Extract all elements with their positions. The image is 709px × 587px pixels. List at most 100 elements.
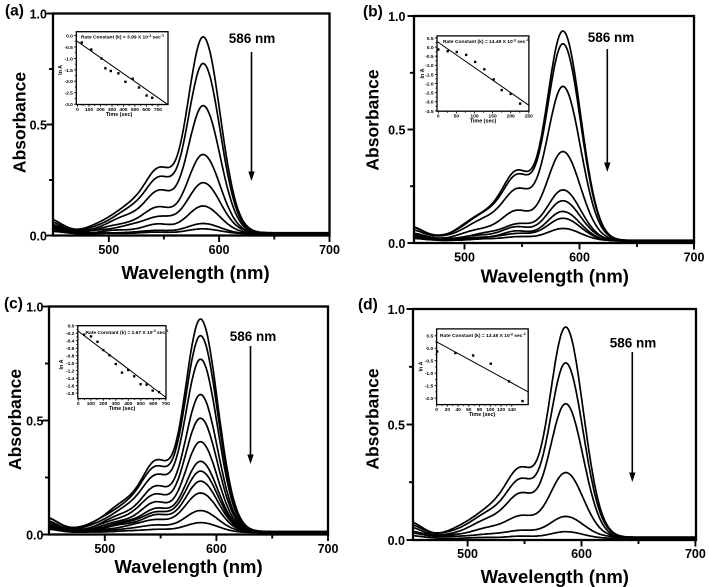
svg-text:250: 250: [525, 114, 533, 120]
svg-text:Wavelength (nm): Wavelength (nm): [114, 556, 262, 577]
svg-text:300: 300: [108, 107, 116, 113]
svg-text:1.0: 1.0: [26, 301, 43, 315]
svg-text:Rate Constant (k) = 13.45 X 10: Rate Constant (k) = 13.45 X 10-3 sec-1: [440, 332, 526, 339]
svg-text:100: 100: [87, 401, 95, 407]
svg-text:-0.5: -0.5: [425, 54, 434, 60]
svg-text:0: 0: [76, 107, 79, 113]
svg-text:300: 300: [112, 401, 120, 407]
svg-text:200: 200: [99, 401, 107, 407]
svg-text:0.5: 0.5: [30, 119, 47, 133]
svg-text:600: 600: [569, 251, 590, 265]
svg-text:Wavelength (nm): Wavelength (nm): [481, 266, 629, 287]
svg-text:500: 500: [131, 107, 139, 113]
svg-text:0.0: 0.0: [388, 534, 405, 548]
svg-text:700: 700: [685, 547, 706, 561]
svg-text:-1.0: -1.0: [425, 63, 434, 69]
svg-text:-3.0: -3.0: [64, 102, 73, 108]
svg-text:600: 600: [142, 107, 150, 113]
svg-text:0: 0: [77, 401, 80, 407]
svg-text:500: 500: [457, 547, 478, 561]
svg-text:Absorbance: Absorbance: [363, 368, 383, 469]
svg-text:-1.0: -1.0: [64, 56, 73, 62]
svg-text:Wavelength (nm): Wavelength (nm): [121, 262, 269, 283]
svg-text:0.0: 0.0: [66, 34, 73, 40]
svg-text:0.0: 0.0: [426, 346, 433, 352]
svg-text:586 nm: 586 nm: [229, 31, 276, 46]
svg-text:-2.0: -2.0: [64, 79, 73, 85]
svg-text:586 nm: 586 nm: [230, 329, 277, 344]
svg-text:400: 400: [124, 401, 132, 407]
svg-text:20: 20: [445, 407, 451, 413]
svg-text:0.5: 0.5: [388, 419, 405, 433]
svg-text:-0.2: -0.2: [66, 331, 75, 337]
svg-text:-1.2: -1.2: [66, 369, 75, 375]
svg-text:-0.5: -0.5: [64, 45, 73, 51]
svg-text:80: 80: [477, 407, 483, 413]
svg-text:-0.4: -0.4: [66, 339, 75, 345]
svg-text:0: 0: [435, 407, 438, 413]
svg-text:-2.0: -2.0: [425, 396, 434, 402]
svg-text:40: 40: [455, 407, 461, 413]
svg-text:Time (sec): Time (sec): [109, 406, 136, 412]
svg-text:100: 100: [470, 114, 478, 120]
svg-text:500: 500: [94, 542, 115, 556]
svg-text:1.0: 1.0: [388, 303, 405, 317]
svg-text:600: 600: [209, 243, 230, 257]
svg-text:-2.5: -2.5: [425, 91, 434, 97]
svg-text:-2.5: -2.5: [64, 91, 73, 97]
svg-text:-1.5: -1.5: [425, 72, 434, 78]
svg-text:0.0: 0.0: [427, 45, 434, 51]
svg-text:-1.5: -1.5: [425, 384, 434, 390]
svg-text:50: 50: [454, 114, 460, 120]
svg-text:600: 600: [149, 401, 157, 407]
svg-text:Absorbance: Absorbance: [363, 69, 383, 170]
svg-text:500: 500: [454, 251, 475, 265]
svg-text:700: 700: [154, 107, 162, 113]
svg-text:-1.8: -1.8: [66, 391, 75, 397]
svg-text:1.0: 1.0: [388, 10, 405, 24]
svg-text:-3.0: -3.0: [425, 100, 434, 106]
svg-text:500: 500: [137, 401, 145, 407]
svg-text:0.5: 0.5: [427, 36, 434, 42]
svg-text:-0.6: -0.6: [66, 346, 75, 352]
svg-text:-0.5: -0.5: [425, 359, 434, 365]
svg-text:0.0: 0.0: [26, 529, 43, 543]
svg-text:-1.4: -1.4: [66, 376, 75, 382]
svg-text:140: 140: [508, 407, 516, 413]
svg-text:600: 600: [571, 547, 592, 561]
svg-text:700: 700: [162, 401, 170, 407]
svg-text:400: 400: [119, 107, 127, 113]
svg-text:ln A: ln A: [58, 65, 64, 75]
svg-text:-0.8: -0.8: [66, 354, 75, 360]
svg-text:0.0: 0.0: [68, 324, 75, 330]
svg-text:100: 100: [85, 107, 93, 113]
svg-text:Rate Constant (k) = 3.99 X 10-: Rate Constant (k) = 3.99 X 10-3 sec-1: [81, 34, 164, 41]
svg-text:150: 150: [489, 114, 497, 120]
svg-text:100: 100: [486, 407, 494, 413]
svg-text:(d): (d): [358, 297, 378, 314]
svg-text:(b): (b): [363, 4, 383, 21]
svg-text:600: 600: [206, 542, 227, 556]
svg-text:(c): (c): [4, 296, 23, 313]
svg-text:(a): (a): [5, 3, 24, 20]
svg-text:ln A: ln A: [419, 361, 425, 371]
svg-text:Rate Constant (k) = 2.67 X 10-: Rate Constant (k) = 2.67 X 10-3 sec-1: [86, 329, 169, 336]
svg-text:200: 200: [96, 107, 104, 113]
svg-text:ln A: ln A: [420, 68, 426, 78]
svg-text:700: 700: [318, 542, 339, 556]
svg-text:Rate Constant (k) = 14.49 X 10: Rate Constant (k) = 14.49 X 10-3 sec-1: [443, 38, 529, 45]
svg-text:Absorbance: Absorbance: [10, 72, 30, 173]
svg-text:-2.0: -2.0: [425, 81, 434, 87]
svg-text:200: 200: [507, 114, 515, 120]
svg-text:700: 700: [684, 251, 705, 265]
svg-text:0.5: 0.5: [426, 334, 433, 340]
svg-text:586 nm: 586 nm: [610, 336, 657, 351]
svg-text:-1.6: -1.6: [66, 384, 75, 390]
svg-text:-1.0: -1.0: [425, 371, 434, 377]
svg-text:0.0: 0.0: [30, 230, 47, 244]
svg-text:700: 700: [319, 243, 340, 257]
svg-text:-1.0: -1.0: [66, 361, 75, 367]
svg-text:1.0: 1.0: [30, 8, 47, 22]
svg-text:Time (sec): Time (sec): [470, 119, 497, 125]
svg-text:Wavelength (nm): Wavelength (nm): [481, 566, 629, 587]
